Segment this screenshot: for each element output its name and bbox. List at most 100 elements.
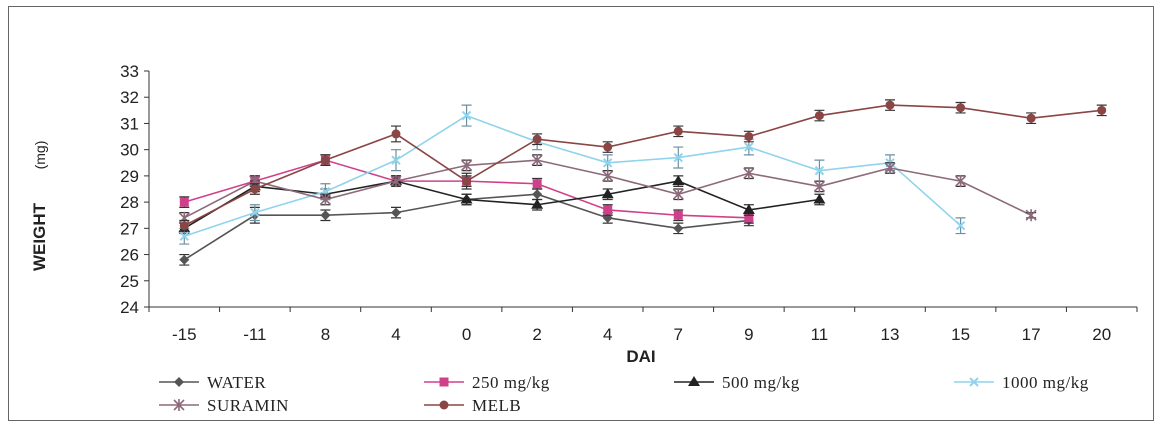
series-1000-mg-kg	[179, 104, 966, 245]
legend-item-1000-mg-kg: 1000 mg/kg	[954, 373, 1088, 392]
data-point	[814, 111, 824, 121]
data-point	[391, 129, 401, 139]
series-line	[183, 104, 1102, 227]
data-point	[461, 110, 472, 121]
x-tick-label: -15	[172, 325, 197, 344]
x-tick-label: 4	[391, 325, 400, 344]
data-point	[1025, 209, 1037, 222]
data-point	[603, 158, 613, 168]
series-layer	[178, 99, 1107, 266]
data-point	[320, 210, 331, 221]
data-point	[391, 155, 401, 165]
data-point	[688, 376, 700, 386]
marker-stroke	[461, 110, 472, 121]
data-point	[603, 142, 613, 152]
y-ticks: 24 25 26 27 28 29 30 31 32 33	[120, 62, 149, 317]
data-point	[173, 399, 185, 411]
x-tick-label: 9	[744, 325, 753, 344]
y-tick-label: 24	[120, 298, 139, 317]
marker-stroke	[531, 154, 543, 167]
data-point	[439, 400, 449, 410]
marker-stroke	[744, 142, 754, 152]
marker-stroke	[250, 207, 260, 218]
y-tick-label: 26	[120, 246, 139, 265]
data-point	[813, 180, 825, 193]
y-tick-label: 27	[120, 219, 139, 238]
y-tick-label: 28	[120, 193, 139, 212]
x-tick-label: 0	[462, 325, 471, 344]
y-tick-label: 29	[120, 167, 139, 186]
data-point	[1026, 113, 1036, 123]
chart-frame: WEIGHT (mg) 24 25 26 27 28 29 30 31 32 33 -15 -11 8…	[8, 6, 1154, 421]
legend-label: 500 mg/kg	[722, 373, 800, 392]
data-point	[955, 175, 967, 188]
data-point	[743, 167, 755, 180]
x-tick-label: 4	[603, 325, 612, 344]
data-point	[179, 231, 189, 241]
marker-stroke	[391, 155, 401, 165]
marker-stroke	[814, 165, 825, 176]
x-tick-label: 2	[532, 325, 541, 344]
data-point	[814, 165, 825, 176]
data-point	[460, 193, 473, 204]
legend-item-water: WATER	[159, 373, 266, 392]
data-point	[532, 189, 543, 200]
y-axis-label: WEIGHT	[30, 202, 49, 271]
data-point	[744, 213, 754, 223]
legend-item-melb: MELB	[424, 396, 521, 415]
marker-stroke	[673, 152, 683, 163]
marker-stroke	[461, 159, 473, 172]
data-point	[532, 134, 542, 144]
marker-stroke	[969, 377, 979, 387]
y-axis-unit: (mg)	[32, 141, 48, 170]
data-point	[673, 152, 683, 163]
data-point	[319, 193, 331, 206]
marker-stroke	[179, 231, 189, 241]
marker-stroke	[955, 175, 967, 188]
legend-item-suramin: SURAMIN	[159, 396, 289, 415]
data-point	[813, 193, 826, 204]
x-ticks: -15 -11 8 4 0 2 4 7 9 11 13 15 17 20	[148, 307, 1138, 344]
marker-stroke	[672, 188, 684, 201]
series-line	[184, 114, 962, 237]
data-point	[744, 142, 754, 152]
marker-stroke	[602, 169, 614, 182]
data-point	[744, 132, 754, 142]
data-point	[179, 254, 190, 265]
marker-stroke	[1025, 209, 1037, 222]
data-point	[956, 103, 966, 113]
data-point	[390, 175, 402, 188]
series-500-mg-kg	[178, 175, 826, 235]
y-tick-label: 31	[120, 114, 139, 133]
data-point	[672, 188, 684, 201]
data-point	[742, 203, 755, 214]
legend-label: WATER	[207, 373, 266, 392]
data-point	[532, 179, 542, 189]
data-point	[179, 197, 189, 207]
legend: WATER 250 mg/kg 500 mg/kg 1000 mg/kg SURAMIN…	[159, 373, 1088, 415]
data-point	[462, 176, 472, 186]
x-tick-label: 11	[811, 325, 829, 344]
data-point	[672, 175, 685, 186]
marker-stroke	[319, 193, 331, 206]
y-tick-label: 30	[120, 141, 139, 160]
marker-stroke	[813, 180, 825, 193]
data-point	[531, 154, 543, 167]
x-tick-label: 20	[1092, 325, 1111, 344]
marker-stroke	[884, 162, 896, 175]
data-point	[174, 377, 184, 387]
legend-item-500-mg-kg: 500 mg/kg	[674, 373, 800, 392]
legend-label: SURAMIN	[207, 396, 289, 415]
x-tick-label: 13	[881, 325, 900, 344]
data-point	[1097, 105, 1107, 115]
y-tick-label: 25	[120, 272, 139, 291]
marker-stroke	[955, 221, 966, 231]
marker-stroke	[743, 167, 755, 180]
data-point	[250, 207, 260, 218]
x-axis-label: DAI	[626, 347, 655, 366]
data-point	[250, 184, 260, 194]
legend-label: 250 mg/kg	[472, 373, 550, 392]
x-tick-label: 7	[674, 325, 683, 344]
data-point	[531, 198, 544, 209]
